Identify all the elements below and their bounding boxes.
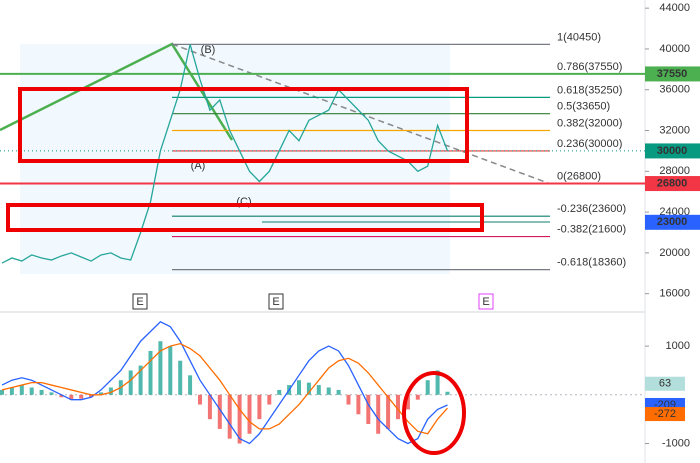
histogram-bar <box>267 394 272 405</box>
histogram-bar <box>227 394 232 439</box>
histogram-bar <box>346 394 351 405</box>
histogram-bar <box>108 387 113 395</box>
histogram-bar <box>277 389 282 395</box>
y-tick-label: 16000 <box>659 288 690 300</box>
histogram-bar <box>188 375 193 395</box>
histogram-bar <box>217 394 222 429</box>
highlight-box <box>6 203 484 232</box>
price-tag <box>645 66 700 82</box>
fib-label: 0.786(37550) <box>557 61 622 73</box>
fib-label: 0.382(32000) <box>557 117 622 129</box>
histogram-bar <box>9 387 14 395</box>
histogram-bar <box>198 394 202 405</box>
y-tick-label: 36000 <box>659 84 690 96</box>
event-box <box>132 293 148 310</box>
price-tag-label: 26800 <box>657 177 688 189</box>
histogram-bar <box>415 394 420 400</box>
histogram-bar <box>79 394 84 399</box>
highlight-box <box>18 87 469 163</box>
price-tag <box>645 176 700 192</box>
histogram-bar <box>49 392 54 395</box>
macd-line <box>1 342 448 435</box>
event-label: E <box>272 296 279 308</box>
histogram-bar <box>336 389 341 395</box>
histogram-bar <box>138 365 143 395</box>
histogram-bar <box>168 346 173 395</box>
fib-label: 1(40450) <box>557 31 601 43</box>
histogram-bar <box>376 394 381 434</box>
fib-label: -0.236(23600) <box>557 203 626 215</box>
y-tick-label: 40000 <box>659 43 690 55</box>
histogram-bar <box>396 394 400 420</box>
price-tag-label: 30000 <box>657 145 688 157</box>
histogram-bar <box>326 387 331 395</box>
price-tag-label: 37550 <box>657 68 688 80</box>
fib-label: 0(26800) <box>557 170 601 182</box>
histogram-bar <box>297 380 301 395</box>
histogram-bar <box>237 394 242 444</box>
histogram-bar <box>29 387 34 395</box>
event-label: E <box>136 296 143 308</box>
histogram-bar <box>435 370 440 395</box>
fib-label: 0.618(35250) <box>557 84 622 96</box>
histogram-bar <box>316 385 321 395</box>
histogram-bar <box>0 389 4 395</box>
fib-label: 0.5(33650) <box>557 101 610 113</box>
histogram-bar <box>356 394 361 415</box>
value-tag <box>645 376 685 391</box>
value-tag-label: 63 <box>659 378 671 390</box>
histogram-bar <box>128 370 133 395</box>
price-tag-label: 23000 <box>657 216 688 228</box>
plot-layer: 1600020000240002800032000360004000044000… <box>0 2 700 449</box>
price-line-series <box>1 44 449 264</box>
histogram-bar <box>158 341 163 395</box>
histogram-bar <box>306 382 311 395</box>
event-box <box>478 293 494 310</box>
y-tick-label: 44000 <box>659 2 690 14</box>
histogram-bar <box>405 394 410 410</box>
event-box <box>268 293 284 310</box>
histogram-bar <box>89 394 94 398</box>
histogram-bar <box>425 380 430 395</box>
highlight-ellipse <box>402 371 466 455</box>
fib-label: 0.236(30000) <box>557 138 622 150</box>
histogram-bar <box>445 391 450 395</box>
price-tag <box>645 143 700 159</box>
fib-label: -0.382(21600) <box>557 223 626 235</box>
value-tag-label: -272 <box>654 408 676 420</box>
y-tick-label: 32000 <box>659 124 690 136</box>
macd-line <box>1 320 448 445</box>
wave-label: (B) <box>201 44 216 56</box>
y-tick-label: 1000 <box>666 340 690 352</box>
histogram-bar <box>99 392 103 395</box>
histogram-bar <box>366 394 371 425</box>
histogram-bar <box>59 394 64 398</box>
price-tag <box>645 214 700 230</box>
histogram-bar <box>148 350 153 395</box>
y-tick-label: 20000 <box>659 247 690 259</box>
histogram-bar <box>257 394 262 420</box>
histogram-bar <box>178 360 183 395</box>
y-tick-label: 28000 <box>659 165 690 177</box>
histogram-bar <box>386 394 391 429</box>
value-tag <box>645 407 685 422</box>
histogram-bar <box>247 394 252 434</box>
event-label: E <box>482 296 489 308</box>
histogram-bar <box>39 389 44 395</box>
histogram-bar <box>207 394 212 420</box>
y-tick-label: -1000 <box>662 437 690 449</box>
fib-label: -0.618(18360) <box>557 257 626 269</box>
histogram-bar <box>69 394 74 400</box>
histogram-bar <box>19 385 24 395</box>
